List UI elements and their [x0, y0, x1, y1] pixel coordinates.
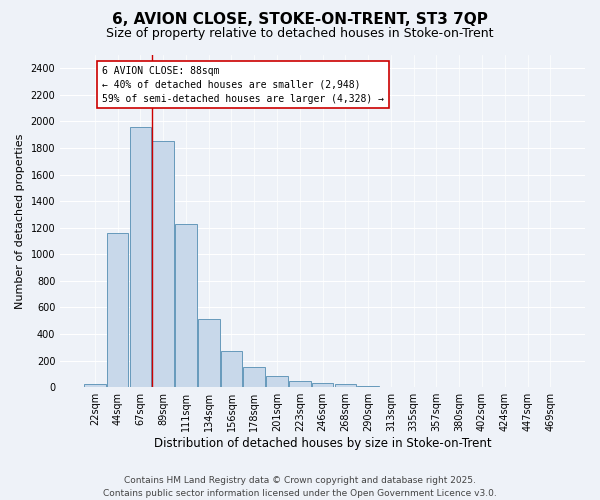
Text: 6 AVION CLOSE: 88sqm
← 40% of detached houses are smaller (2,948)
59% of semi-de: 6 AVION CLOSE: 88sqm ← 40% of detached h… — [101, 66, 383, 104]
Bar — [335, 384, 356, 387]
Bar — [266, 376, 288, 387]
Bar — [198, 320, 220, 387]
Bar — [221, 350, 242, 387]
Bar — [152, 142, 174, 387]
X-axis label: Distribution of detached houses by size in Stoke-on-Trent: Distribution of detached houses by size … — [154, 437, 491, 450]
Text: Size of property relative to detached houses in Stoke-on-Trent: Size of property relative to detached ho… — [106, 28, 494, 40]
Text: Contains HM Land Registry data © Crown copyright and database right 2025.
Contai: Contains HM Land Registry data © Crown c… — [103, 476, 497, 498]
Bar — [289, 381, 311, 387]
Bar — [84, 384, 106, 387]
Y-axis label: Number of detached properties: Number of detached properties — [15, 134, 25, 309]
Bar — [312, 383, 334, 387]
Bar — [130, 127, 151, 387]
Bar — [244, 366, 265, 387]
Bar — [358, 386, 379, 387]
Bar — [107, 233, 128, 387]
Text: 6, AVION CLOSE, STOKE-ON-TRENT, ST3 7QP: 6, AVION CLOSE, STOKE-ON-TRENT, ST3 7QP — [112, 12, 488, 28]
Bar — [380, 386, 402, 387]
Bar — [175, 224, 197, 387]
